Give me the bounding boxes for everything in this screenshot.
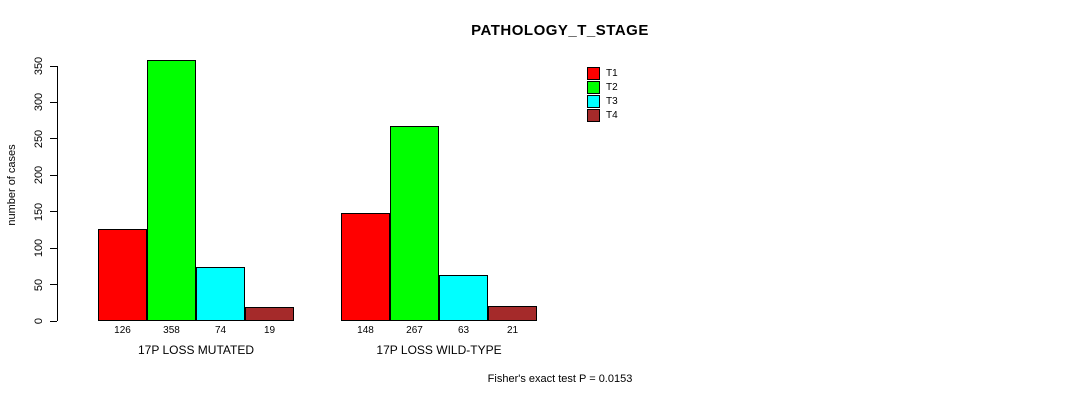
bar-t4-group1 [245,307,294,321]
t4-color-swatch [587,108,600,122]
y-axis-tick [50,211,57,213]
legend-item-t3: T3 [587,94,618,108]
y-axis-tick-label: 250 [33,129,45,149]
t2-color-swatch [587,80,600,94]
y-axis-tick-label: 300 [33,93,45,112]
bar-value-label: 63 [457,325,470,336]
bar-t1-group1 [98,229,147,321]
bar-t3-group2 [439,275,488,321]
y-axis-tick [50,320,57,322]
legend-item-t2: T2 [587,80,618,94]
group-label: 17P LOSS MUTATED [137,343,255,357]
legend-item-t1: T1 [587,66,618,80]
y-axis-tick-label: 150 [33,202,45,221]
y-axis-tick [50,174,57,176]
y-axis-tick-label: 100 [33,238,45,258]
t3-color-swatch [587,94,600,108]
fisher-test-annotation: Fisher's exact test P = 0.0153 [487,373,633,385]
bar-value-label: 21 [506,325,519,336]
y-axis-tick [50,138,57,140]
bar-value-label: 358 [163,325,180,336]
bar-t1-group2 [341,213,390,321]
group-label: 17P LOSS WILD-TYPE [376,343,502,357]
y-axis-tick-label: 200 [33,166,45,185]
bar-value-label: 74 [214,325,227,336]
y-axis-tick-label: 0 [33,317,45,325]
y-axis-tick [50,65,57,67]
legend-label: T3 [606,95,618,107]
y-axis-tick-label: 50 [33,278,45,291]
plot-area: 0 50 100 150 200 250 300 350 126 148 358 267 74 63 19 2… [33,57,558,357]
y-axis-tick-label: 350 [33,56,45,76]
bar-value-label: 19 [263,325,276,336]
legend: T1 T2 T3 T4 [587,66,618,122]
bar-value-label: 267 [406,325,423,336]
y-axis-title: number of cases [6,144,18,226]
legend-label: T2 [606,81,618,93]
y-axis-tick [50,101,57,103]
bar-t4-group2 [488,306,537,321]
legend-item-t4: T4 [587,108,618,122]
bar-value-label: 126 [114,325,131,336]
bar-value-label: 148 [357,325,374,336]
y-axis-tick [50,284,57,286]
legend-label: T4 [606,109,618,121]
y-axis-tick [50,247,57,249]
bar-t2-group2 [390,126,439,321]
legend-label: T1 [606,67,618,79]
bar-t3-group1 [196,267,245,321]
chart-title: PATHOLOGY_T_STAGE [471,22,649,39]
t1-color-swatch [587,66,600,80]
bar-t2-group1 [147,60,196,321]
